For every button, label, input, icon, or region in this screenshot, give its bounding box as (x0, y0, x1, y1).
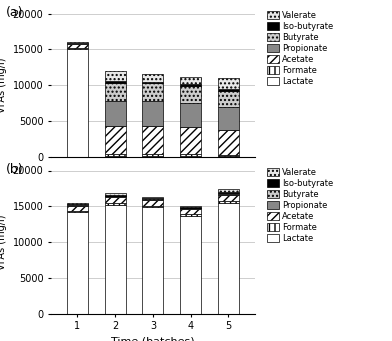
Bar (67, 203, 88, 204)
Bar (180, 208, 201, 209)
Legend: Valerate, Iso-butyrate, Butyrate, Propionate, Acetate, Formate, Lactate: Valerate, Iso-butyrate, Butyrate, Propio… (267, 167, 333, 243)
Text: (b): (b) (6, 163, 24, 176)
Bar (180, 206, 201, 207)
Bar (218, 192, 239, 193)
Bar (218, 195, 239, 201)
Bar (105, 197, 125, 204)
Bar (143, 206, 163, 207)
Bar (180, 77, 201, 84)
Bar (105, 84, 125, 101)
Legend: Valerate, Iso-butyrate, Butyrate, Propionate, Acetate, Formate, Lactate: Valerate, Iso-butyrate, Butyrate, Propio… (267, 11, 333, 86)
Bar (105, 71, 125, 81)
Bar (218, 89, 239, 91)
Bar (143, 74, 163, 81)
Bar (105, 81, 125, 84)
Bar (218, 190, 239, 192)
Bar (143, 154, 163, 156)
Bar (67, 204, 88, 205)
Bar (143, 156, 163, 157)
Bar (218, 156, 239, 157)
Bar (67, 44, 88, 48)
Bar (143, 198, 163, 199)
Bar (218, 130, 239, 155)
Bar (218, 91, 239, 107)
Bar (105, 154, 125, 156)
Bar (180, 154, 201, 156)
Bar (105, 205, 125, 314)
Bar (180, 127, 201, 154)
Bar (180, 216, 201, 314)
Bar (180, 209, 201, 214)
Bar (218, 155, 239, 156)
X-axis label: Time (batches): Time (batches) (111, 337, 195, 341)
Bar (143, 101, 163, 126)
Bar (180, 84, 201, 86)
Bar (218, 203, 239, 314)
Bar (67, 205, 88, 206)
Bar (105, 193, 125, 195)
Bar (180, 103, 201, 127)
Bar (180, 156, 201, 157)
Bar (67, 42, 88, 43)
Bar (218, 193, 239, 194)
Bar (218, 194, 239, 195)
Bar (105, 156, 125, 157)
Bar (218, 78, 239, 89)
Bar (105, 204, 125, 205)
Bar (67, 206, 88, 211)
Bar (180, 214, 201, 216)
Bar (105, 196, 125, 197)
Text: (a): (a) (6, 6, 24, 19)
Bar (67, 212, 88, 314)
Bar (143, 200, 163, 206)
Bar (105, 126, 125, 154)
Bar (143, 84, 163, 101)
Bar (67, 43, 88, 44)
Bar (67, 48, 88, 49)
Bar (180, 86, 201, 103)
Bar (143, 197, 163, 198)
Bar (143, 207, 163, 314)
Bar (67, 211, 88, 212)
Y-axis label: VFAs (mg/l): VFAs (mg/l) (0, 214, 7, 270)
Bar (218, 201, 239, 203)
Bar (143, 126, 163, 154)
Bar (180, 207, 201, 208)
Bar (105, 101, 125, 126)
Bar (105, 195, 125, 196)
Y-axis label: VFAs (mg/l): VFAs (mg/l) (0, 58, 7, 113)
Bar (218, 107, 239, 130)
Bar (143, 81, 163, 84)
Bar (67, 49, 88, 157)
Bar (143, 199, 163, 200)
